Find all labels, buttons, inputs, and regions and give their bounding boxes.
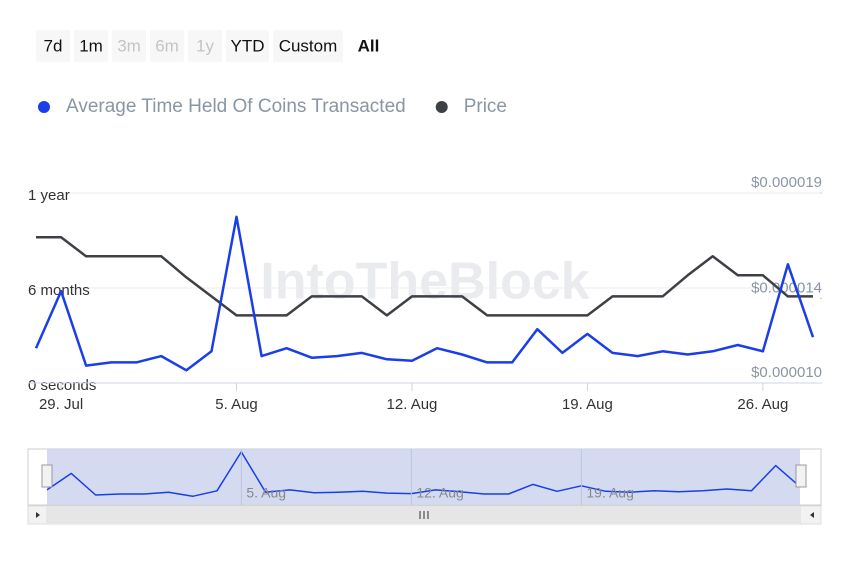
range-button bbox=[188, 30, 222, 62]
navigator-line bbox=[46, 451, 801, 498]
x-tick-label: 19. Aug bbox=[562, 396, 613, 413]
navigator-handle[interactable] bbox=[795, 464, 807, 488]
range-button[interactable] bbox=[74, 30, 108, 62]
range-button-label[interactable]: Custom bbox=[279, 36, 338, 55]
y-tick-label: 0 seconds bbox=[28, 377, 96, 394]
scroll-left[interactable] bbox=[36, 512, 40, 518]
range-button-label[interactable]: YTD bbox=[231, 36, 265, 55]
navigator-label: 19. Aug bbox=[586, 485, 634, 501]
y2-tick-label: $0.000010 bbox=[751, 364, 822, 381]
range-button-label[interactable]: 7d bbox=[44, 36, 63, 55]
x-tick-label: 26. Aug bbox=[737, 396, 788, 413]
x-tick-label: 29. Jul bbox=[39, 396, 83, 413]
watermark: IntoTheBlock bbox=[260, 253, 589, 311]
range-button[interactable] bbox=[273, 30, 343, 62]
navigator-label: 5. Aug bbox=[246, 485, 286, 501]
range-button-label[interactable]: All bbox=[358, 36, 380, 55]
range-button bbox=[112, 30, 146, 62]
x-tick-label: 12. Aug bbox=[387, 396, 438, 413]
range-button-label: 6m bbox=[155, 36, 179, 55]
range-button[interactable] bbox=[226, 30, 269, 62]
legend-label[interactable]: Price bbox=[464, 96, 507, 117]
y2-tick-label: $0.000019 bbox=[751, 174, 822, 191]
range-button-label: 1y bbox=[196, 36, 214, 55]
range-button[interactable] bbox=[347, 30, 390, 62]
navigator-selection bbox=[47, 449, 800, 505]
navigator-handle[interactable] bbox=[41, 464, 53, 488]
y2-tick-label: $0.000014 bbox=[751, 280, 822, 297]
scroll-right[interactable] bbox=[810, 512, 814, 518]
legend-marker[interactable] bbox=[38, 101, 50, 113]
range-button-label: 3m bbox=[117, 36, 141, 55]
x-tick-label: 5. Aug bbox=[215, 396, 258, 413]
series-line bbox=[34, 215, 815, 372]
y-tick-label: 1 year bbox=[28, 187, 70, 204]
range-button bbox=[150, 30, 184, 62]
range-button-label[interactable]: 1m bbox=[79, 36, 103, 55]
scrollbar-grip bbox=[419, 511, 429, 519]
legend-label[interactable]: Average Time Held Of Coins Transacted bbox=[66, 96, 406, 117]
range-button[interactable] bbox=[36, 30, 70, 62]
y-tick-label: 6 months bbox=[28, 282, 90, 299]
series-line bbox=[36, 236, 813, 317]
navigator-label: 12. Aug bbox=[416, 485, 464, 501]
legend-marker[interactable] bbox=[435, 101, 448, 113]
